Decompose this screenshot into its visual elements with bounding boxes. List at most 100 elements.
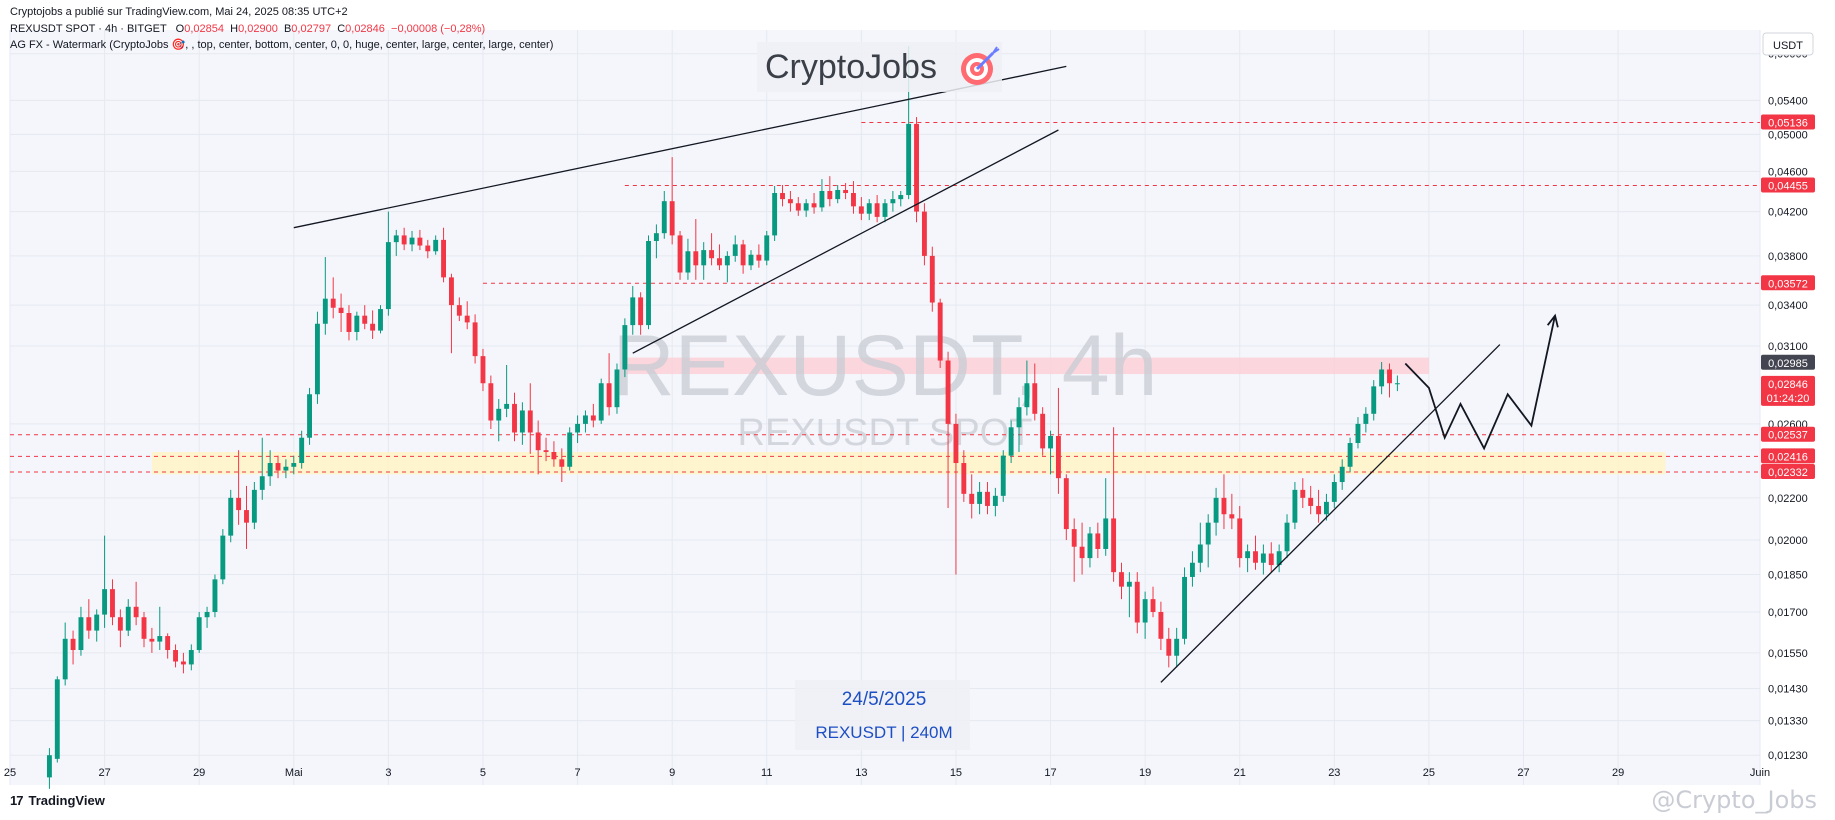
- low-label: B: [283, 23, 292, 35]
- time-tick-label: 27: [1517, 767, 1529, 779]
- candle-body: [1008, 427, 1014, 456]
- candle-body: [1355, 423, 1361, 444]
- candle-body: [709, 250, 715, 259]
- current-price-badge: 0,02846: [1768, 379, 1808, 391]
- target-icon: [961, 46, 1000, 85]
- candle-body: [551, 452, 557, 460]
- price-tick-label: 0,01330: [1768, 716, 1808, 728]
- candle-body: [1000, 455, 1006, 496]
- watermark-sub: REXUSDT SPOT: [738, 412, 1033, 454]
- candle-body: [1040, 413, 1046, 449]
- candle-body: [1095, 533, 1101, 549]
- candle-body: [945, 360, 951, 424]
- symbol-line[interactable]: REXUSDT SPOT · 4h · BITGET: [10, 23, 167, 35]
- price-badges: 0,05136 0,04455 0,03572 0,02537 0,02416 0,023…: [1761, 114, 1815, 480]
- candle-body: [1308, 497, 1314, 506]
- candle-body: [669, 201, 675, 236]
- candle-body: [1024, 383, 1030, 408]
- time-tick-label: 29: [1612, 767, 1624, 779]
- candle-body: [165, 636, 171, 651]
- candle-body: [1048, 435, 1053, 449]
- close-label: C: [337, 23, 346, 35]
- candle-body: [362, 315, 368, 324]
- candle-body: [1276, 551, 1282, 566]
- candle-body: [851, 193, 856, 207]
- time-tick-label: 23: [1328, 767, 1340, 779]
- candle-body: [1063, 478, 1069, 530]
- candle-body: [441, 239, 447, 278]
- candle-body: [1103, 518, 1109, 549]
- price-tick-label: 0,01230: [1768, 750, 1808, 762]
- candle-body: [1284, 522, 1290, 552]
- price-tick-label: 0,03800: [1768, 251, 1808, 263]
- candle-body: [1379, 369, 1385, 387]
- candle-body: [244, 510, 249, 523]
- candle-body: [504, 403, 510, 409]
- time-axis[interactable]: 25 27 29 Mai 3 5 7 9 11 13 15 17 19 21 23 25 27 29 Juin: [4, 767, 1770, 779]
- candle-body: [307, 394, 312, 438]
- candle-body: [653, 233, 659, 242]
- tradingview-logo-icon: 17: [10, 793, 24, 808]
- price-tick-label: 0,03100: [1768, 341, 1808, 353]
- projection-arrowhead: [1546, 313, 1559, 328]
- chart-header: Cryptojobs a publié sur TradingView.com,…: [10, 6, 553, 51]
- published-line: Cryptojobs a publié sur TradingView.com,…: [10, 6, 348, 18]
- candle-body: [787, 199, 793, 204]
- tradingview-logo-text: TradingView: [28, 793, 105, 808]
- candle-body: [606, 383, 612, 408]
- candle-body: [756, 254, 762, 261]
- grid: [9, 30, 1761, 785]
- plot-area: [10, 30, 1760, 785]
- candle-body: [772, 193, 778, 236]
- candle-body: [1323, 501, 1329, 515]
- candle-body: [921, 211, 927, 256]
- price-tick-label: 0,04200: [1768, 207, 1808, 219]
- indicator-line[interactable]: AG FX - Watermark (CryptoJobs 🎯, , top, …: [10, 39, 554, 51]
- candle-body: [614, 369, 620, 408]
- candle-body: [1316, 505, 1322, 515]
- level-badge-bg: [1761, 464, 1815, 480]
- watermark-ticker: REXUSDT | 240M: [815, 723, 952, 742]
- candle-body: [275, 463, 281, 471]
- candle-body: [251, 489, 257, 523]
- tradingview-logo[interactable]: 17 TradingView: [10, 793, 105, 808]
- candle-body: [906, 123, 912, 196]
- candle-body: [1253, 551, 1258, 563]
- candle-body: [212, 579, 218, 612]
- candle-body: [843, 189, 849, 194]
- candle-body: [527, 410, 533, 433]
- current-price-badge-bg: [1761, 375, 1815, 406]
- candle-body: [835, 189, 841, 200]
- candle-body: [472, 322, 478, 357]
- candle-body: [188, 650, 194, 665]
- brand-text: CryptoJobs: [765, 48, 937, 86]
- candle-body: [448, 277, 454, 306]
- candle-body: [283, 466, 289, 471]
- candle-body: [866, 203, 872, 214]
- candle-body: [1292, 489, 1298, 523]
- candle-body: [795, 203, 801, 211]
- currency-badge[interactable]: USDT: [1762, 32, 1814, 56]
- level-badge: 0,03572: [1768, 278, 1808, 290]
- candle-body: [1347, 443, 1353, 467]
- time-tick-label: 29: [193, 767, 205, 779]
- open-value: 0,02854: [184, 23, 224, 35]
- candle-body: [811, 203, 817, 208]
- candle-body: [543, 450, 549, 453]
- time-tick-label: 3: [385, 767, 391, 779]
- candle-body: [953, 423, 959, 464]
- candle-body: [1260, 553, 1266, 563]
- candle-body: [94, 614, 100, 631]
- candle-body: [929, 255, 935, 303]
- candle-body: [1071, 529, 1077, 547]
- candle-body: [1111, 518, 1117, 573]
- candle-body: [992, 495, 998, 506]
- watermark: REXUSDT, 4h REXUSDT SPOT: [613, 318, 1158, 454]
- candle-body: [110, 589, 115, 618]
- price-tick-label: 0,02200: [1768, 493, 1808, 505]
- time-tick-label: 25: [1423, 767, 1435, 779]
- candle-body: [1387, 369, 1392, 384]
- candle-body: [291, 463, 297, 467]
- time-tick-label: 9: [669, 767, 675, 779]
